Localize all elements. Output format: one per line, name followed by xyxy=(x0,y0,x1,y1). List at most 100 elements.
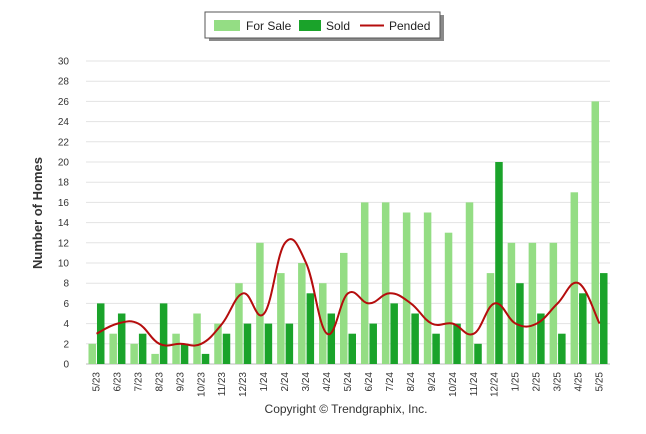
x-tick-label: 12/23 xyxy=(238,372,249,397)
y-tick-label: 0 xyxy=(63,360,69,371)
bar-sold xyxy=(117,313,126,364)
bar-sold xyxy=(474,343,482,364)
x-tick-label: 10/24 xyxy=(448,372,459,397)
bar-for-sale xyxy=(507,242,516,364)
legend-swatch-sold xyxy=(299,20,321,31)
x-tick-label: 8/23 xyxy=(154,372,165,392)
x-tick-label: 5/25 xyxy=(595,372,606,392)
x-tick-label: 10/23 xyxy=(196,372,207,397)
y-tick-label: 22 xyxy=(58,137,70,148)
y-tick-label: 16 xyxy=(58,198,70,209)
bar-sold xyxy=(159,303,168,364)
legend-label-sold: Sold xyxy=(326,19,350,33)
y-tick-label: 18 xyxy=(58,178,70,189)
x-tick-label: 3/24 xyxy=(301,372,312,392)
bar-for-sale xyxy=(486,273,495,364)
y-tick-label: 24 xyxy=(58,117,70,128)
bar-sold xyxy=(201,353,210,364)
bar-for-sale xyxy=(402,212,411,364)
x-tick-label: 1/24 xyxy=(259,372,270,392)
bar-for-sale xyxy=(256,242,264,364)
bar-sold xyxy=(558,333,566,364)
bar-sold xyxy=(264,323,273,364)
y-tick-label: 10 xyxy=(58,259,70,270)
bar-for-sale xyxy=(109,333,117,364)
y-tick-label: 20 xyxy=(58,158,70,169)
bar-for-sale xyxy=(423,212,432,364)
y-tick-label: 6 xyxy=(63,299,69,310)
y-tick-label: 4 xyxy=(63,319,69,330)
bar-sold xyxy=(600,273,608,364)
bar-sold xyxy=(96,303,105,364)
x-tick-label: 9/24 xyxy=(427,372,438,392)
legend: For Sale Sold Pended xyxy=(204,11,444,41)
bar-for-sale xyxy=(298,263,306,364)
bar-for-sale xyxy=(193,313,201,364)
bar-for-sale xyxy=(360,202,369,364)
bar-sold xyxy=(516,283,524,364)
bar-for-sale xyxy=(130,343,138,364)
y-tick-label: 26 xyxy=(58,97,70,108)
bar-for-sale xyxy=(151,353,159,364)
y-tick-label: 30 xyxy=(58,57,70,68)
x-tick-label: 7/24 xyxy=(385,372,396,392)
y-tick-label: 2 xyxy=(63,339,69,350)
x-tick-label: 5/23 xyxy=(91,372,102,392)
bar-for-sale xyxy=(172,333,180,364)
legend-label-pended: Pended xyxy=(389,19,430,33)
bar-sold xyxy=(369,323,377,364)
bar-sold xyxy=(579,293,587,364)
bar-sold xyxy=(180,343,189,364)
bar-sold xyxy=(348,333,356,364)
x-tick-label: 9/23 xyxy=(175,372,186,392)
bar-for-sale xyxy=(235,283,243,364)
bar-sold xyxy=(390,303,398,364)
y-tick-label: 12 xyxy=(58,238,70,249)
bar-for-sale xyxy=(549,242,558,364)
bar-for-sale xyxy=(214,323,222,364)
bar-sold xyxy=(495,162,503,364)
bar-for-sale xyxy=(465,202,474,364)
bar-sold xyxy=(327,313,336,364)
x-tick-label: 1/25 xyxy=(511,372,522,392)
bar-sold xyxy=(243,323,252,364)
bar-for-sale xyxy=(277,273,285,364)
bar-for-sale xyxy=(381,202,390,364)
bar-sold xyxy=(411,313,419,364)
legend-swatch-for-sale xyxy=(214,20,240,31)
x-tick-label: 4/24 xyxy=(322,372,333,392)
bar-sold xyxy=(138,333,147,364)
x-tick-label: 4/25 xyxy=(574,372,585,392)
x-tick-label: 6/24 xyxy=(364,372,375,392)
y-axis-label: Number of Homes xyxy=(30,157,45,269)
bar-sold xyxy=(222,333,231,364)
bar-for-sale xyxy=(88,343,96,364)
bar-sold xyxy=(453,323,461,364)
bar-for-sale xyxy=(570,192,579,364)
bar-for-sale xyxy=(340,252,348,364)
x-tick-label: 5/24 xyxy=(343,372,354,392)
bar-for-sale xyxy=(319,283,327,364)
x-tick-label: 11/24 xyxy=(469,372,480,397)
x-tick-label: 8/24 xyxy=(406,372,417,392)
bar-sold xyxy=(432,333,440,364)
line-pended xyxy=(96,238,601,347)
y-tick-label: 14 xyxy=(58,218,70,229)
bar-for-sale xyxy=(591,101,600,365)
x-tick-label: 2/25 xyxy=(532,372,543,392)
y-tick-label: 28 xyxy=(58,77,70,88)
x-tick-label: 6/23 xyxy=(112,372,123,392)
bar-for-sale xyxy=(444,232,453,364)
x-tick-label: 7/23 xyxy=(133,372,144,392)
y-tick-label: 8 xyxy=(63,279,69,290)
bar-sold xyxy=(306,293,315,364)
x-tick-label: 3/25 xyxy=(553,372,564,392)
x-tick-label: 11/23 xyxy=(217,372,228,397)
bar-for-sale xyxy=(528,242,537,364)
x-tick-label: 12/24 xyxy=(490,372,501,397)
bar-sold xyxy=(285,323,294,364)
copyright-text: Copyright © Trendgraphix, Inc. xyxy=(265,402,428,416)
bar-sold xyxy=(537,313,545,364)
x-tick-label: 2/24 xyxy=(280,372,291,392)
